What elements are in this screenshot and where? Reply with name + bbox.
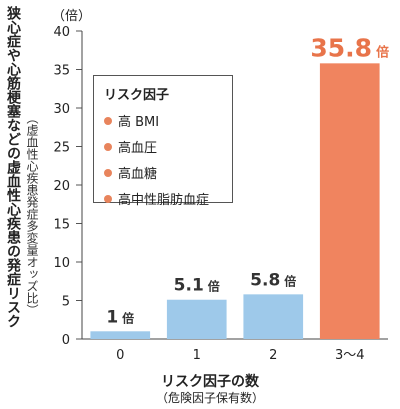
x-tick-label: 2 xyxy=(269,348,277,363)
x-axis-title: リスク因子の数 xyxy=(161,374,259,390)
legend-item: 高中性脂肪血症 xyxy=(104,189,222,208)
legend: リスク因子 高 BMI 高血圧 高血糖 高中性脂肪血症 xyxy=(93,75,233,208)
y-tick-label: 20 xyxy=(53,179,70,194)
legend-label: 高血糖 xyxy=(118,167,158,182)
y-unit-label: （倍） xyxy=(52,9,91,24)
legend-label: 高中性脂肪血症 xyxy=(118,193,210,208)
bar xyxy=(243,294,304,339)
bar xyxy=(90,331,151,339)
y-tick-label: 40 xyxy=(53,25,70,40)
data-label: 5.8 倍 xyxy=(250,270,296,290)
y-tick-label: 25 xyxy=(53,141,70,156)
x-tick-label: 1 xyxy=(193,348,201,363)
x-tick-label: 0 xyxy=(116,348,124,363)
bar xyxy=(166,299,227,339)
legend-label: 高血圧 xyxy=(118,141,158,156)
y-axis-subtitle: （虚血性心疾患発症多変量オッズ比） xyxy=(25,112,39,316)
legend-label: 高 BMI xyxy=(118,115,160,130)
y-axis-title: 狭心症や心筋梗塞などの虚血性心疾患の発症リスク xyxy=(5,6,21,328)
legend-title: リスク因子 xyxy=(104,88,170,103)
y-tick-label: 15 xyxy=(53,218,70,233)
y-tick-label: 30 xyxy=(53,102,70,117)
y-tick-label: 35 xyxy=(53,64,70,79)
legend-item: 高 BMI xyxy=(104,111,222,130)
y-tick-label: 0 xyxy=(62,333,70,348)
legend-item: 高血糖 xyxy=(104,163,222,182)
x-axis-subtitle: （危険因子保有数） xyxy=(155,391,264,405)
legend-item: 高血圧 xyxy=(104,137,222,156)
data-label: 5.1 倍 xyxy=(174,276,220,296)
legend-marker xyxy=(104,194,112,203)
y-tick-label: 5 xyxy=(62,295,70,310)
y-tick-label: 10 xyxy=(53,256,70,271)
legend-marker xyxy=(104,116,112,125)
legend-marker xyxy=(104,142,112,151)
bar xyxy=(319,63,380,340)
x-tick-label: 3〜4 xyxy=(335,348,365,363)
legend-marker xyxy=(104,168,112,177)
data-label: 35.8 倍 xyxy=(310,33,389,62)
